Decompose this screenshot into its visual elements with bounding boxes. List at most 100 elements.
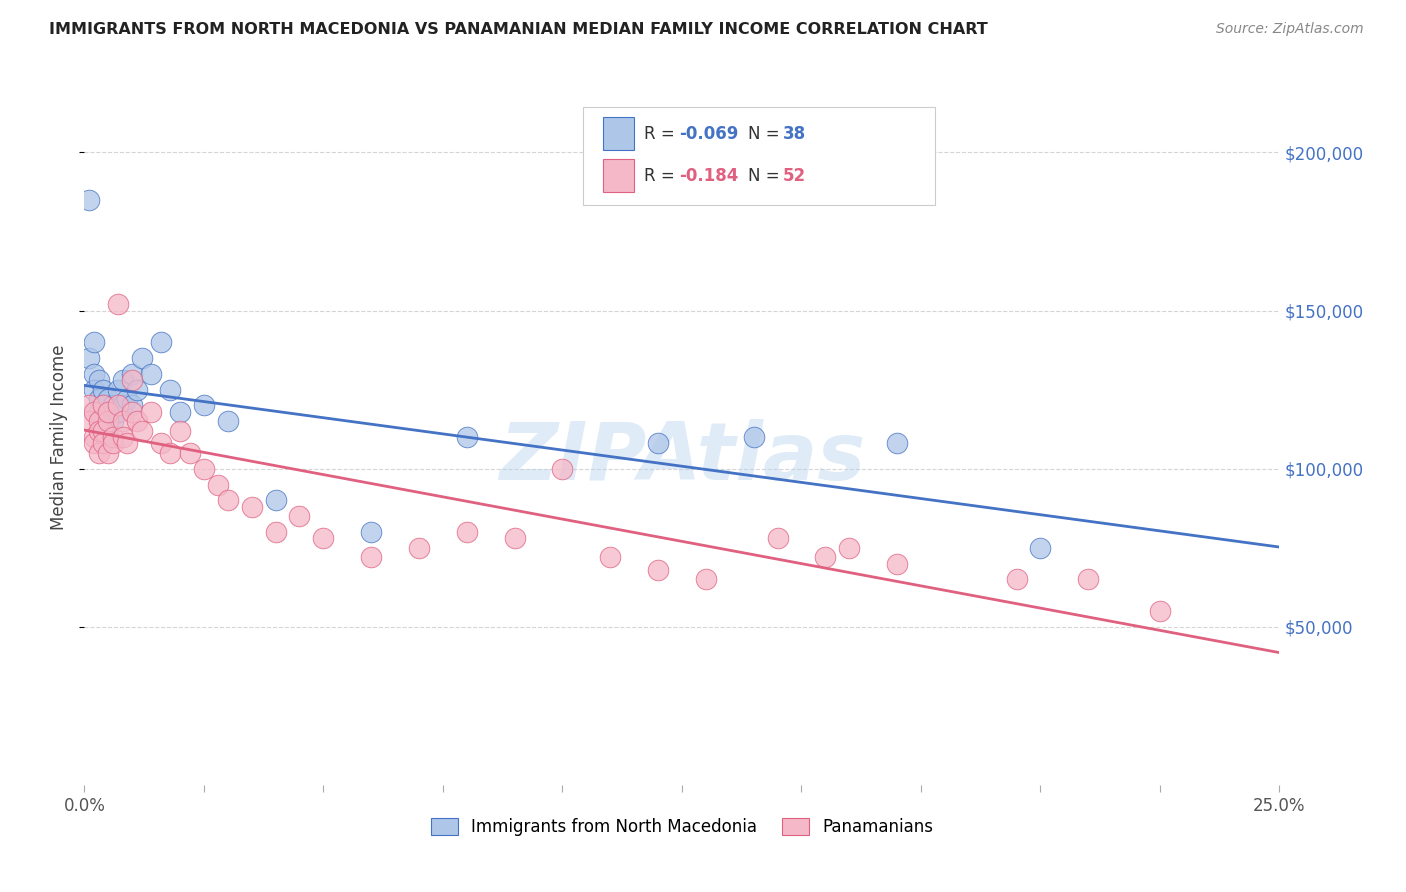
Point	[111, 430, 134, 444]
Point	[169, 424, 191, 438]
Point	[97, 405, 120, 419]
Text: -0.184: -0.184	[679, 167, 738, 185]
Point	[1149, 604, 1171, 618]
Text: R =: R =	[644, 167, 685, 185]
Point	[87, 392, 110, 406]
Point	[742, 430, 765, 444]
Point	[83, 367, 105, 381]
Point	[97, 446, 120, 460]
Point	[87, 373, 110, 387]
Point	[149, 335, 172, 350]
Point	[93, 414, 115, 428]
Point	[360, 550, 382, 565]
Point	[288, 509, 311, 524]
Point	[141, 405, 163, 419]
Point	[193, 399, 215, 413]
Point	[456, 524, 478, 539]
Point	[695, 573, 717, 587]
Text: IMMIGRANTS FROM NORTH MACEDONIA VS PANAMANIAN MEDIAN FAMILY INCOME CORRELATION C: IMMIGRANTS FROM NORTH MACEDONIA VS PANAM…	[49, 22, 988, 37]
Point	[121, 405, 143, 419]
Point	[93, 399, 115, 413]
Point	[87, 414, 110, 428]
Point	[77, 414, 100, 428]
Point	[77, 193, 100, 207]
Point	[408, 541, 430, 555]
Text: N =: N =	[748, 125, 785, 143]
Text: Source: ZipAtlas.com: Source: ZipAtlas.com	[1216, 22, 1364, 37]
Point	[101, 436, 124, 450]
Point	[87, 446, 110, 460]
Point	[125, 414, 148, 428]
Point	[83, 436, 105, 450]
Text: 38: 38	[783, 125, 806, 143]
Point	[107, 383, 129, 397]
Point	[360, 524, 382, 539]
Point	[93, 383, 115, 397]
Point	[264, 524, 287, 539]
Point	[77, 399, 100, 413]
Point	[83, 430, 105, 444]
Point	[886, 436, 908, 450]
Point	[217, 414, 239, 428]
Point	[179, 446, 201, 460]
Point	[117, 436, 139, 450]
Point	[107, 297, 129, 311]
Point	[93, 399, 115, 413]
Point	[814, 550, 837, 565]
Point	[111, 414, 134, 428]
Point	[141, 367, 163, 381]
Text: R =: R =	[644, 125, 681, 143]
Point	[159, 446, 181, 460]
Point	[97, 414, 120, 428]
Point	[121, 367, 143, 381]
Point	[456, 430, 478, 444]
Legend: Immigrants from North Macedonia, Panamanians: Immigrants from North Macedonia, Panaman…	[425, 811, 939, 843]
Point	[83, 383, 105, 397]
Point	[1005, 573, 1028, 587]
Text: ZIPAtlas: ZIPAtlas	[499, 419, 865, 497]
Point	[87, 424, 110, 438]
Point	[121, 373, 143, 387]
Point	[107, 399, 129, 413]
Point	[131, 424, 153, 438]
Point	[101, 430, 124, 444]
Point	[101, 399, 124, 413]
Point	[169, 405, 191, 419]
Point	[599, 550, 621, 565]
Point	[125, 383, 148, 397]
Point	[117, 392, 139, 406]
Point	[551, 461, 574, 475]
Point	[240, 500, 263, 514]
Point	[87, 405, 110, 419]
Text: -0.069: -0.069	[679, 125, 738, 143]
Point	[83, 335, 105, 350]
Point	[111, 373, 134, 387]
Point	[217, 493, 239, 508]
Point	[97, 424, 120, 438]
Text: 52: 52	[783, 167, 806, 185]
Y-axis label: Median Family Income: Median Family Income	[51, 344, 69, 530]
Point	[149, 436, 172, 450]
Point	[97, 392, 120, 406]
Point	[766, 531, 789, 545]
Point	[97, 405, 120, 419]
Point	[503, 531, 526, 545]
Point	[1029, 541, 1052, 555]
Point	[207, 477, 229, 491]
Point	[107, 405, 129, 419]
Point	[93, 436, 115, 450]
Point	[312, 531, 335, 545]
Point	[131, 351, 153, 365]
Point	[193, 461, 215, 475]
Point	[264, 493, 287, 508]
Point	[121, 399, 143, 413]
Point	[647, 563, 669, 577]
Point	[647, 436, 669, 450]
Point	[93, 424, 115, 438]
Point	[1077, 573, 1099, 587]
Point	[77, 351, 100, 365]
Point	[83, 405, 105, 419]
Point	[886, 557, 908, 571]
Point	[838, 541, 860, 555]
Point	[111, 399, 134, 413]
